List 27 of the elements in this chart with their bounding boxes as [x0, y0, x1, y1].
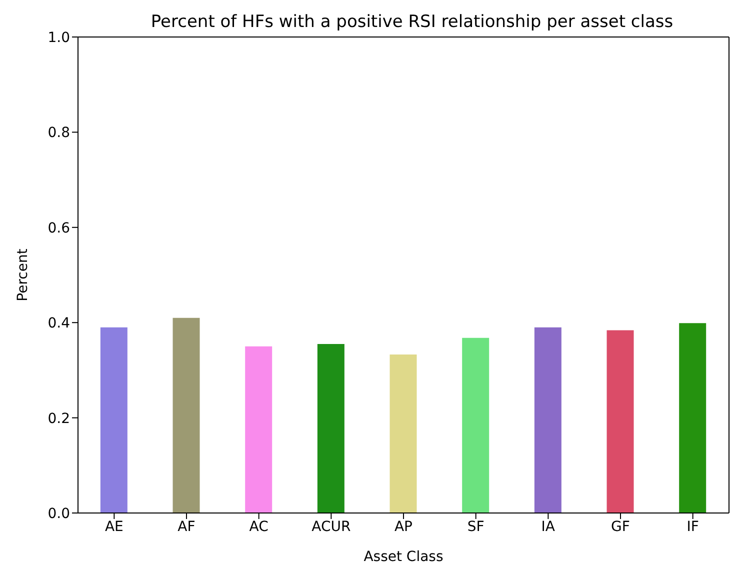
y-tick-label: 0.2 [48, 410, 70, 427]
bar [462, 338, 490, 513]
x-tick-label: IF [686, 518, 699, 535]
bar [390, 354, 417, 513]
bar [534, 327, 562, 513]
bar [606, 330, 634, 513]
y-tick-label: 1.0 [48, 30, 70, 46]
x-tick-label: SF [467, 518, 484, 535]
x-tick-label: AF [178, 518, 196, 535]
bar [172, 318, 200, 513]
y-tick-label: 0.0 [48, 506, 70, 522]
y-tick-label: 0.4 [48, 316, 70, 332]
x-tick-label: IA [541, 518, 556, 535]
y-tick-label: 0.6 [48, 220, 70, 236]
x-tick-label: ACUR [312, 518, 351, 535]
bar [100, 327, 128, 513]
bar [679, 323, 706, 513]
y-axis-title: Percent [14, 248, 31, 302]
x-tick-label: AE [104, 518, 124, 535]
x-tick-label: AC [249, 518, 269, 535]
bar [317, 344, 344, 513]
bar [245, 346, 272, 513]
chart-title: Percent of HFs with a positive RSI relationship per asset class [150, 12, 674, 32]
x-tick-label: GF [611, 518, 630, 535]
y-tick-label: 0.8 [48, 125, 70, 142]
x-tick-label: AP [394, 518, 413, 535]
x-axis-title: Asset Class [364, 549, 444, 565]
